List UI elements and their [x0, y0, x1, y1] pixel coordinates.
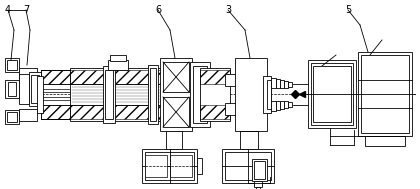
Bar — [313, 66, 351, 122]
Bar — [31, 75, 39, 103]
Text: 6: 6 — [155, 5, 161, 15]
Bar — [142, 149, 197, 183]
Bar — [19, 109, 37, 121]
Bar — [200, 68, 230, 121]
Bar — [200, 105, 230, 119]
Bar — [288, 82, 292, 87]
Bar — [197, 158, 202, 174]
Bar — [7, 60, 17, 70]
Bar — [108, 60, 128, 70]
Text: 5: 5 — [345, 5, 351, 15]
Bar — [288, 102, 292, 107]
Bar — [41, 105, 101, 119]
Bar — [311, 63, 353, 125]
Bar — [70, 105, 200, 119]
Bar — [110, 55, 126, 61]
Bar — [256, 187, 260, 189]
Bar — [254, 161, 265, 179]
Bar — [276, 79, 280, 88]
Bar — [166, 131, 182, 149]
Bar — [103, 66, 115, 123]
Bar — [163, 62, 189, 92]
Bar — [225, 74, 240, 86]
Bar — [160, 58, 192, 131]
Bar — [37, 76, 43, 113]
Bar — [225, 152, 271, 180]
Bar — [8, 82, 16, 96]
Bar — [284, 101, 288, 108]
Bar — [237, 97, 265, 127]
Bar — [237, 62, 265, 92]
Bar — [276, 101, 280, 110]
Bar — [19, 74, 29, 104]
Bar — [284, 81, 288, 88]
Bar — [7, 112, 17, 122]
Bar — [225, 103, 240, 115]
Bar — [280, 101, 284, 109]
Bar — [170, 155, 192, 177]
Bar — [240, 131, 258, 149]
Text: 4: 4 — [5, 5, 11, 15]
Bar — [41, 70, 101, 84]
Text: 7: 7 — [23, 5, 29, 15]
Bar — [252, 159, 267, 181]
Bar — [280, 80, 284, 88]
Bar — [308, 60, 356, 128]
Bar — [358, 52, 412, 136]
Bar — [263, 76, 271, 113]
Bar — [365, 136, 405, 146]
Bar — [145, 155, 167, 177]
Bar — [145, 152, 194, 180]
Bar — [148, 65, 158, 124]
Bar — [271, 78, 276, 88]
Bar — [29, 72, 41, 106]
Bar — [190, 62, 210, 127]
Bar — [41, 70, 101, 119]
Bar — [163, 97, 189, 127]
Bar — [267, 80, 271, 109]
Bar — [70, 68, 200, 121]
Bar — [150, 68, 156, 121]
Bar — [105, 70, 113, 119]
Bar — [193, 66, 207, 123]
Bar — [5, 80, 19, 98]
Bar — [5, 110, 19, 124]
Bar — [222, 149, 274, 183]
Bar — [361, 55, 409, 133]
Bar — [5, 58, 19, 72]
Bar — [235, 58, 267, 131]
Bar — [200, 70, 230, 84]
Bar — [254, 181, 262, 187]
Bar — [70, 70, 200, 84]
Bar — [19, 68, 37, 80]
Bar — [271, 101, 276, 111]
Text: 3: 3 — [225, 5, 231, 15]
